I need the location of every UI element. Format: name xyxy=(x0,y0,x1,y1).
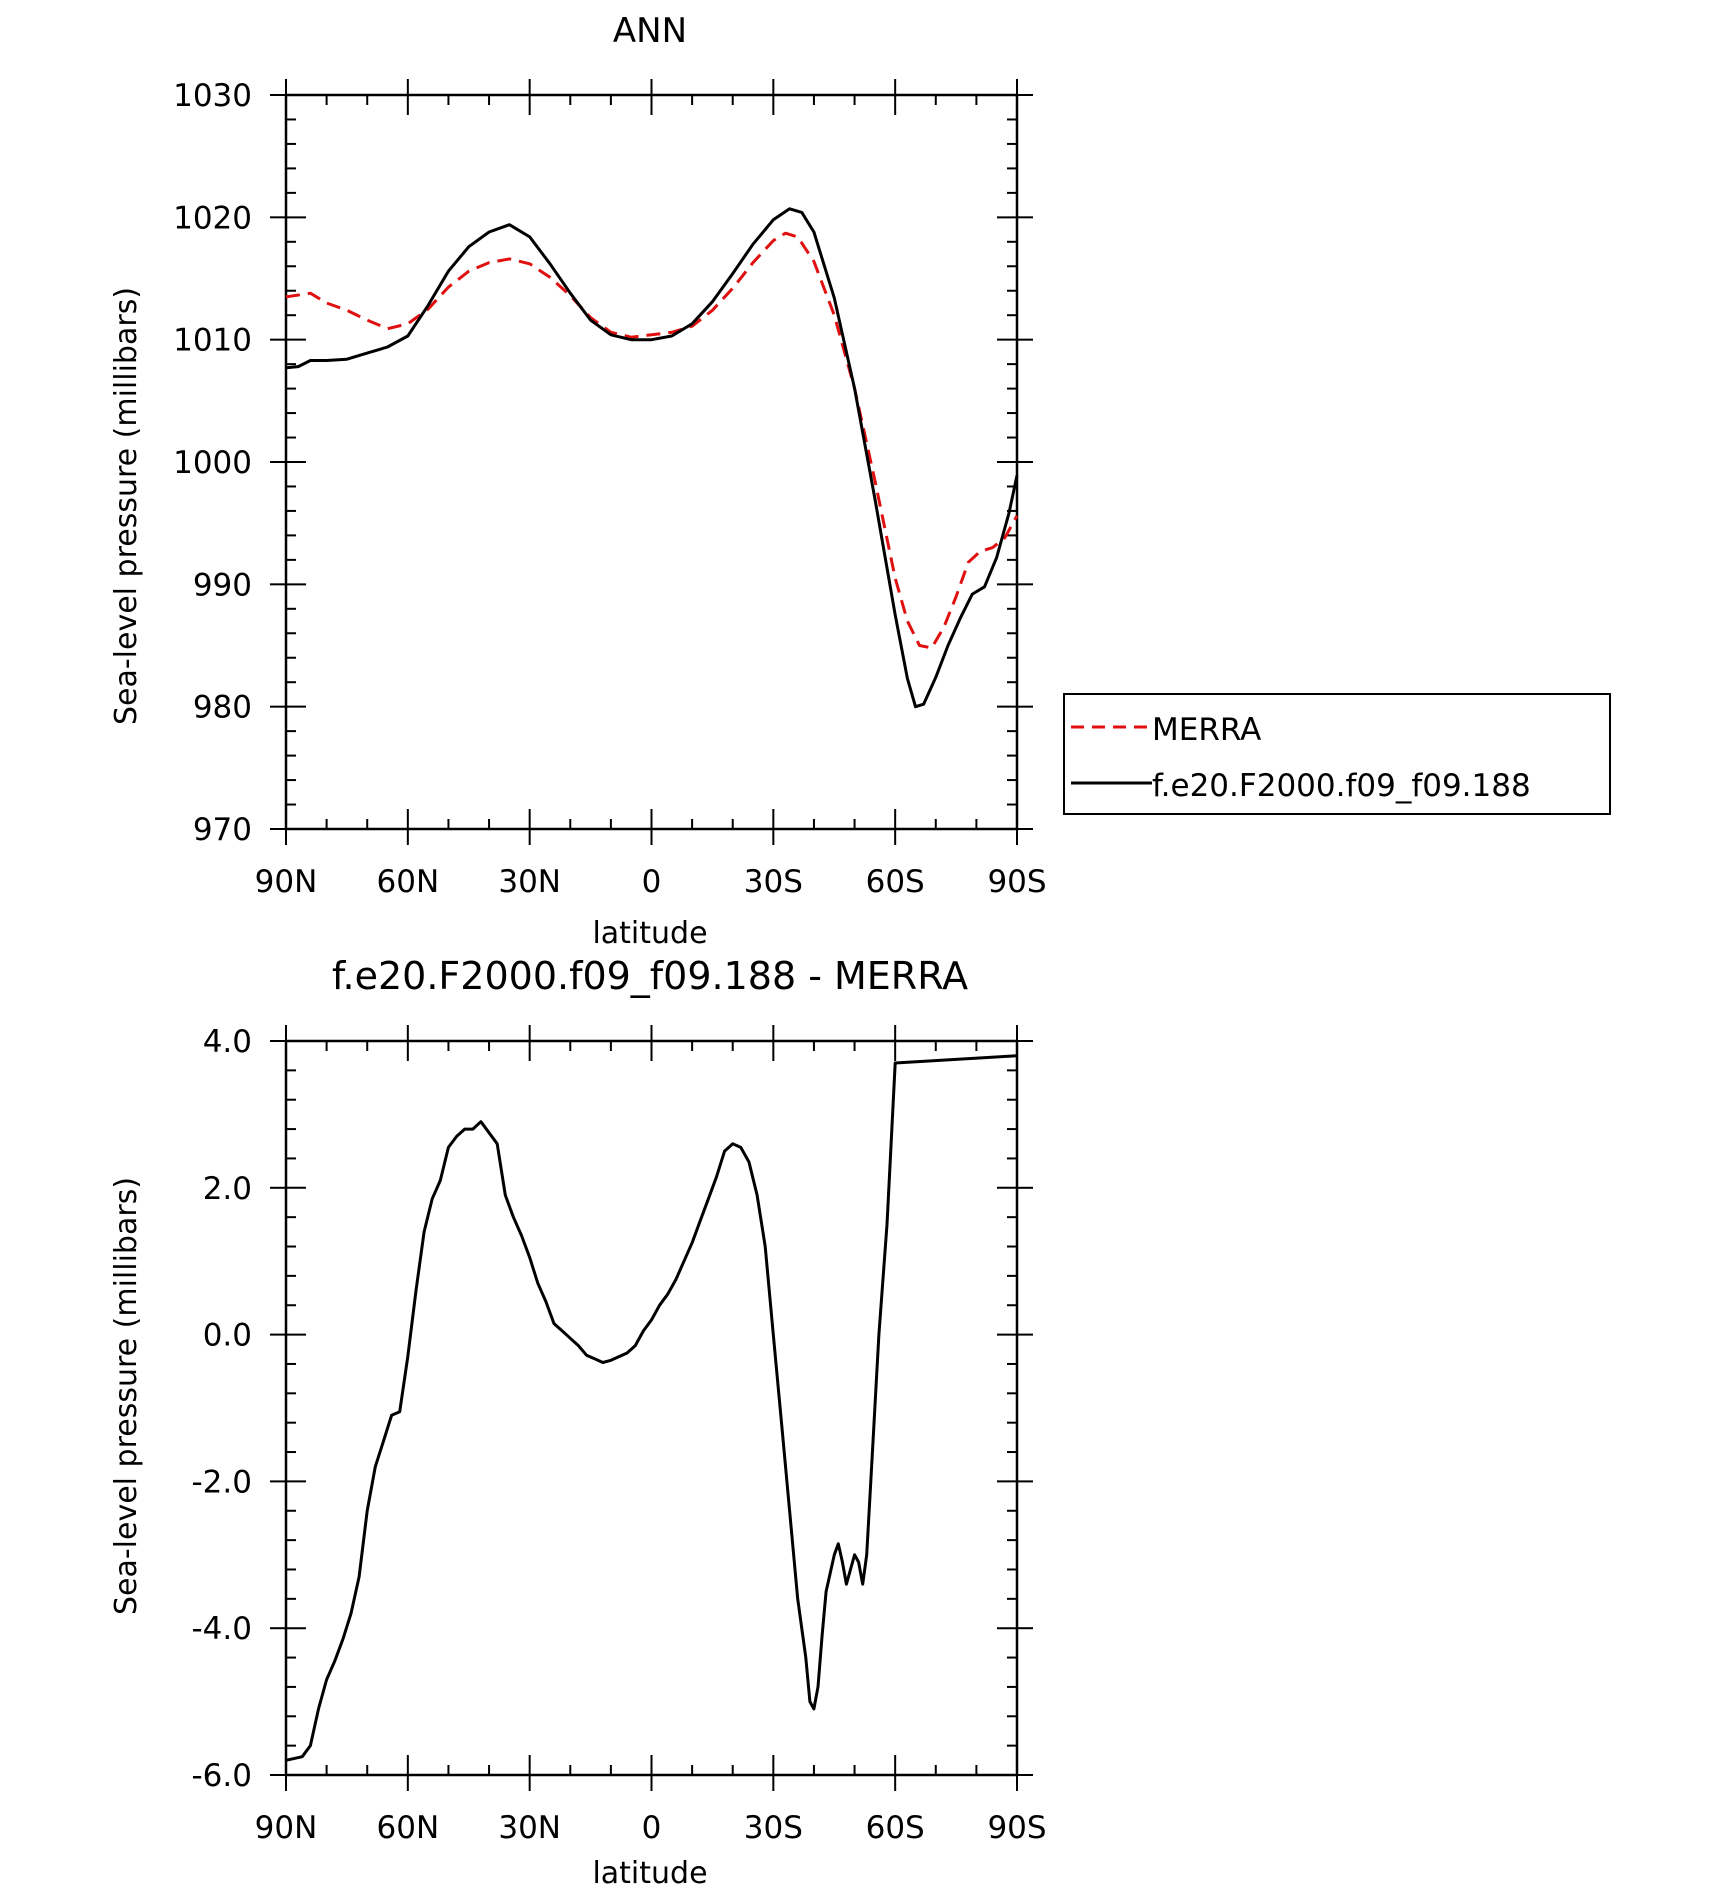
legend-box xyxy=(1063,693,1611,815)
bottom-x-tick-label: 30N xyxy=(498,1810,561,1846)
bottom-chart-ylabel: Sea-level pressure (millibars) xyxy=(109,1177,144,1615)
bottom-chart-xlabel: latitude xyxy=(592,1856,707,1889)
legend-label-merra: MERRA xyxy=(1152,712,1261,748)
bottom-y-tick-label: 4.0 xyxy=(203,1024,252,1060)
bottom-y-tick-label: 2.0 xyxy=(203,1171,252,1207)
bottom-chart-title: f.e20.F2000.f09_f09.188 - MERRA xyxy=(332,954,968,998)
top-plot-frame xyxy=(284,93,1019,831)
top-x-tick-label: 90S xyxy=(987,864,1046,900)
top-x-tick-label: 60N xyxy=(377,864,440,900)
bottom-series-line-model xyxy=(285,1054,1018,1762)
top-y-tick-label: 1030 xyxy=(173,78,252,114)
top-x-tick-label: 30S xyxy=(744,864,803,900)
top-x-tick-label: 0 xyxy=(642,864,662,900)
bottom-y-tick-label: -4.0 xyxy=(192,1611,253,1647)
bottom-y-tick-label: -2.0 xyxy=(192,1464,253,1500)
bottom-plot-frame xyxy=(284,1039,1019,1777)
top-chart-title: ANN xyxy=(613,11,687,51)
top-x-tick-label: 90N xyxy=(255,864,318,900)
bottom-chart: f.e20.F2000.f09_f09.188 - MERRA latitude… xyxy=(109,954,1047,1889)
bottom-x-tick-label: 30S xyxy=(744,1810,803,1846)
top-y-tick-label: 1010 xyxy=(173,323,252,359)
top-chart-xlabel: latitude xyxy=(592,916,707,951)
bottom-y-tick-label: -6.0 xyxy=(192,1758,253,1794)
top-x-tick-label: 60S xyxy=(866,864,925,900)
top-y-tick-label: 970 xyxy=(193,812,252,848)
bottom-y-tick-label: 0.0 xyxy=(203,1318,252,1354)
top-series-line-model xyxy=(285,207,1019,709)
top-chart: ANN latitude Sea-level pressure (milliba… xyxy=(109,11,1047,951)
top-y-tick-label: 990 xyxy=(193,567,252,603)
legend: MERRA f.e20.F2000.f09_f09.188 xyxy=(1063,693,1611,815)
bottom-x-tick-label: 90S xyxy=(987,1810,1046,1846)
legend-label-model: f.e20.F2000.f09_f09.188 xyxy=(1152,768,1531,804)
top-y-tick-label: 1020 xyxy=(173,200,252,236)
bottom-x-tick-label: 90N xyxy=(255,1810,318,1846)
bottom-x-tick-label: 60N xyxy=(377,1810,440,1846)
top-x-tick-label: 30N xyxy=(498,864,561,900)
top-chart-ylabel: Sea-level pressure (millibars) xyxy=(109,287,144,725)
top-y-tick-label: 1000 xyxy=(173,445,252,481)
bottom-x-tick-label: 60S xyxy=(866,1810,925,1846)
top-y-tick-label: 980 xyxy=(193,690,252,726)
bottom-x-tick-label: 0 xyxy=(642,1810,662,1846)
top-series-line-merra xyxy=(285,231,1019,650)
